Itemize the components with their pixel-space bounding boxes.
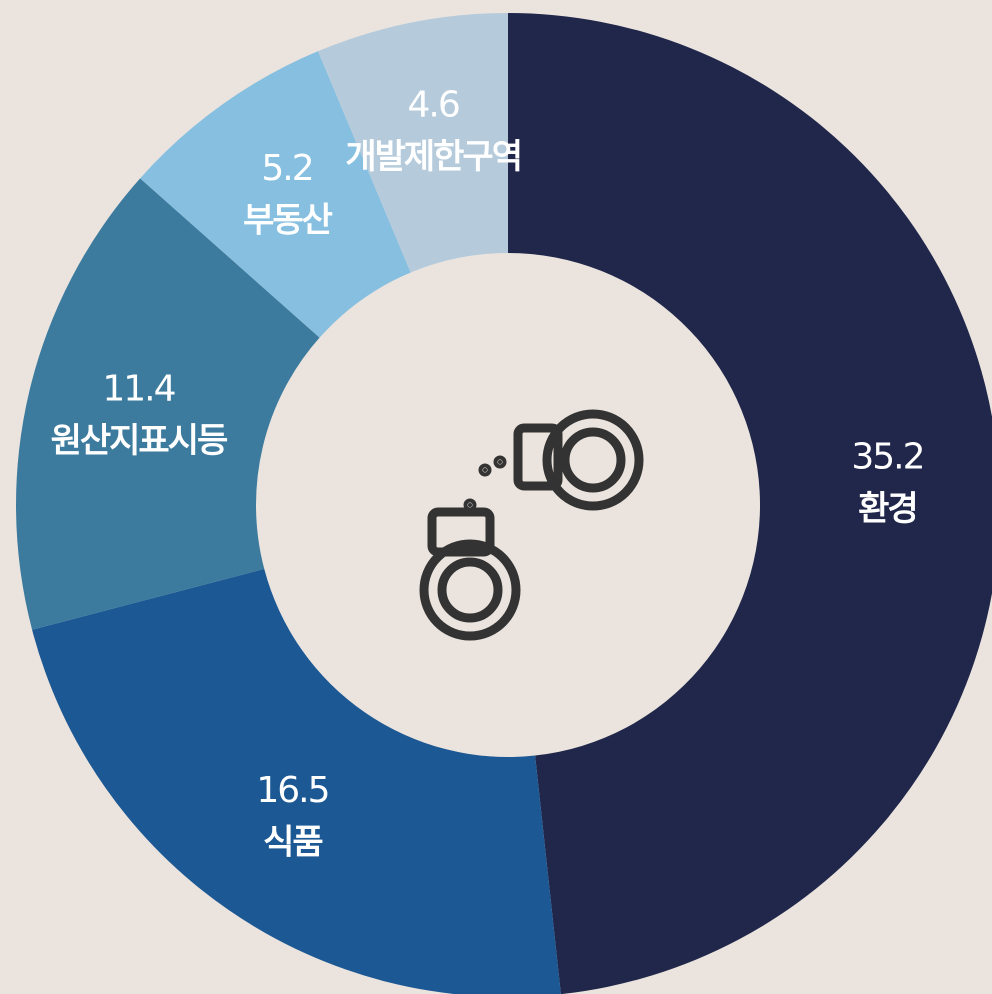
value-label: 35.2 — [851, 437, 923, 478]
category-label: 환경 — [858, 489, 917, 529]
slice — [140, 51, 411, 338]
slice — [318, 13, 508, 273]
value-label: 16.5 — [256, 770, 328, 811]
slice — [32, 568, 561, 994]
value-label: 11.4 — [102, 369, 174, 410]
value-label: 4.6 — [408, 84, 459, 125]
slice — [508, 13, 992, 994]
slice — [15, 178, 320, 630]
slices: 35.2 환경 16.5 식품 11.4 원산지표시등 5.2 부동산 4.6 개발제한구역 — [15, 13, 992, 994]
value-label: 5.2 — [261, 148, 312, 189]
handcuffs-icon — [419, 409, 644, 641]
category-label: 식품 — [263, 822, 323, 862]
category-label: 원산지표시등 — [51, 421, 228, 461]
category-label: 개발제한구역 — [345, 137, 521, 177]
category-label: 부동산 — [243, 200, 333, 240]
